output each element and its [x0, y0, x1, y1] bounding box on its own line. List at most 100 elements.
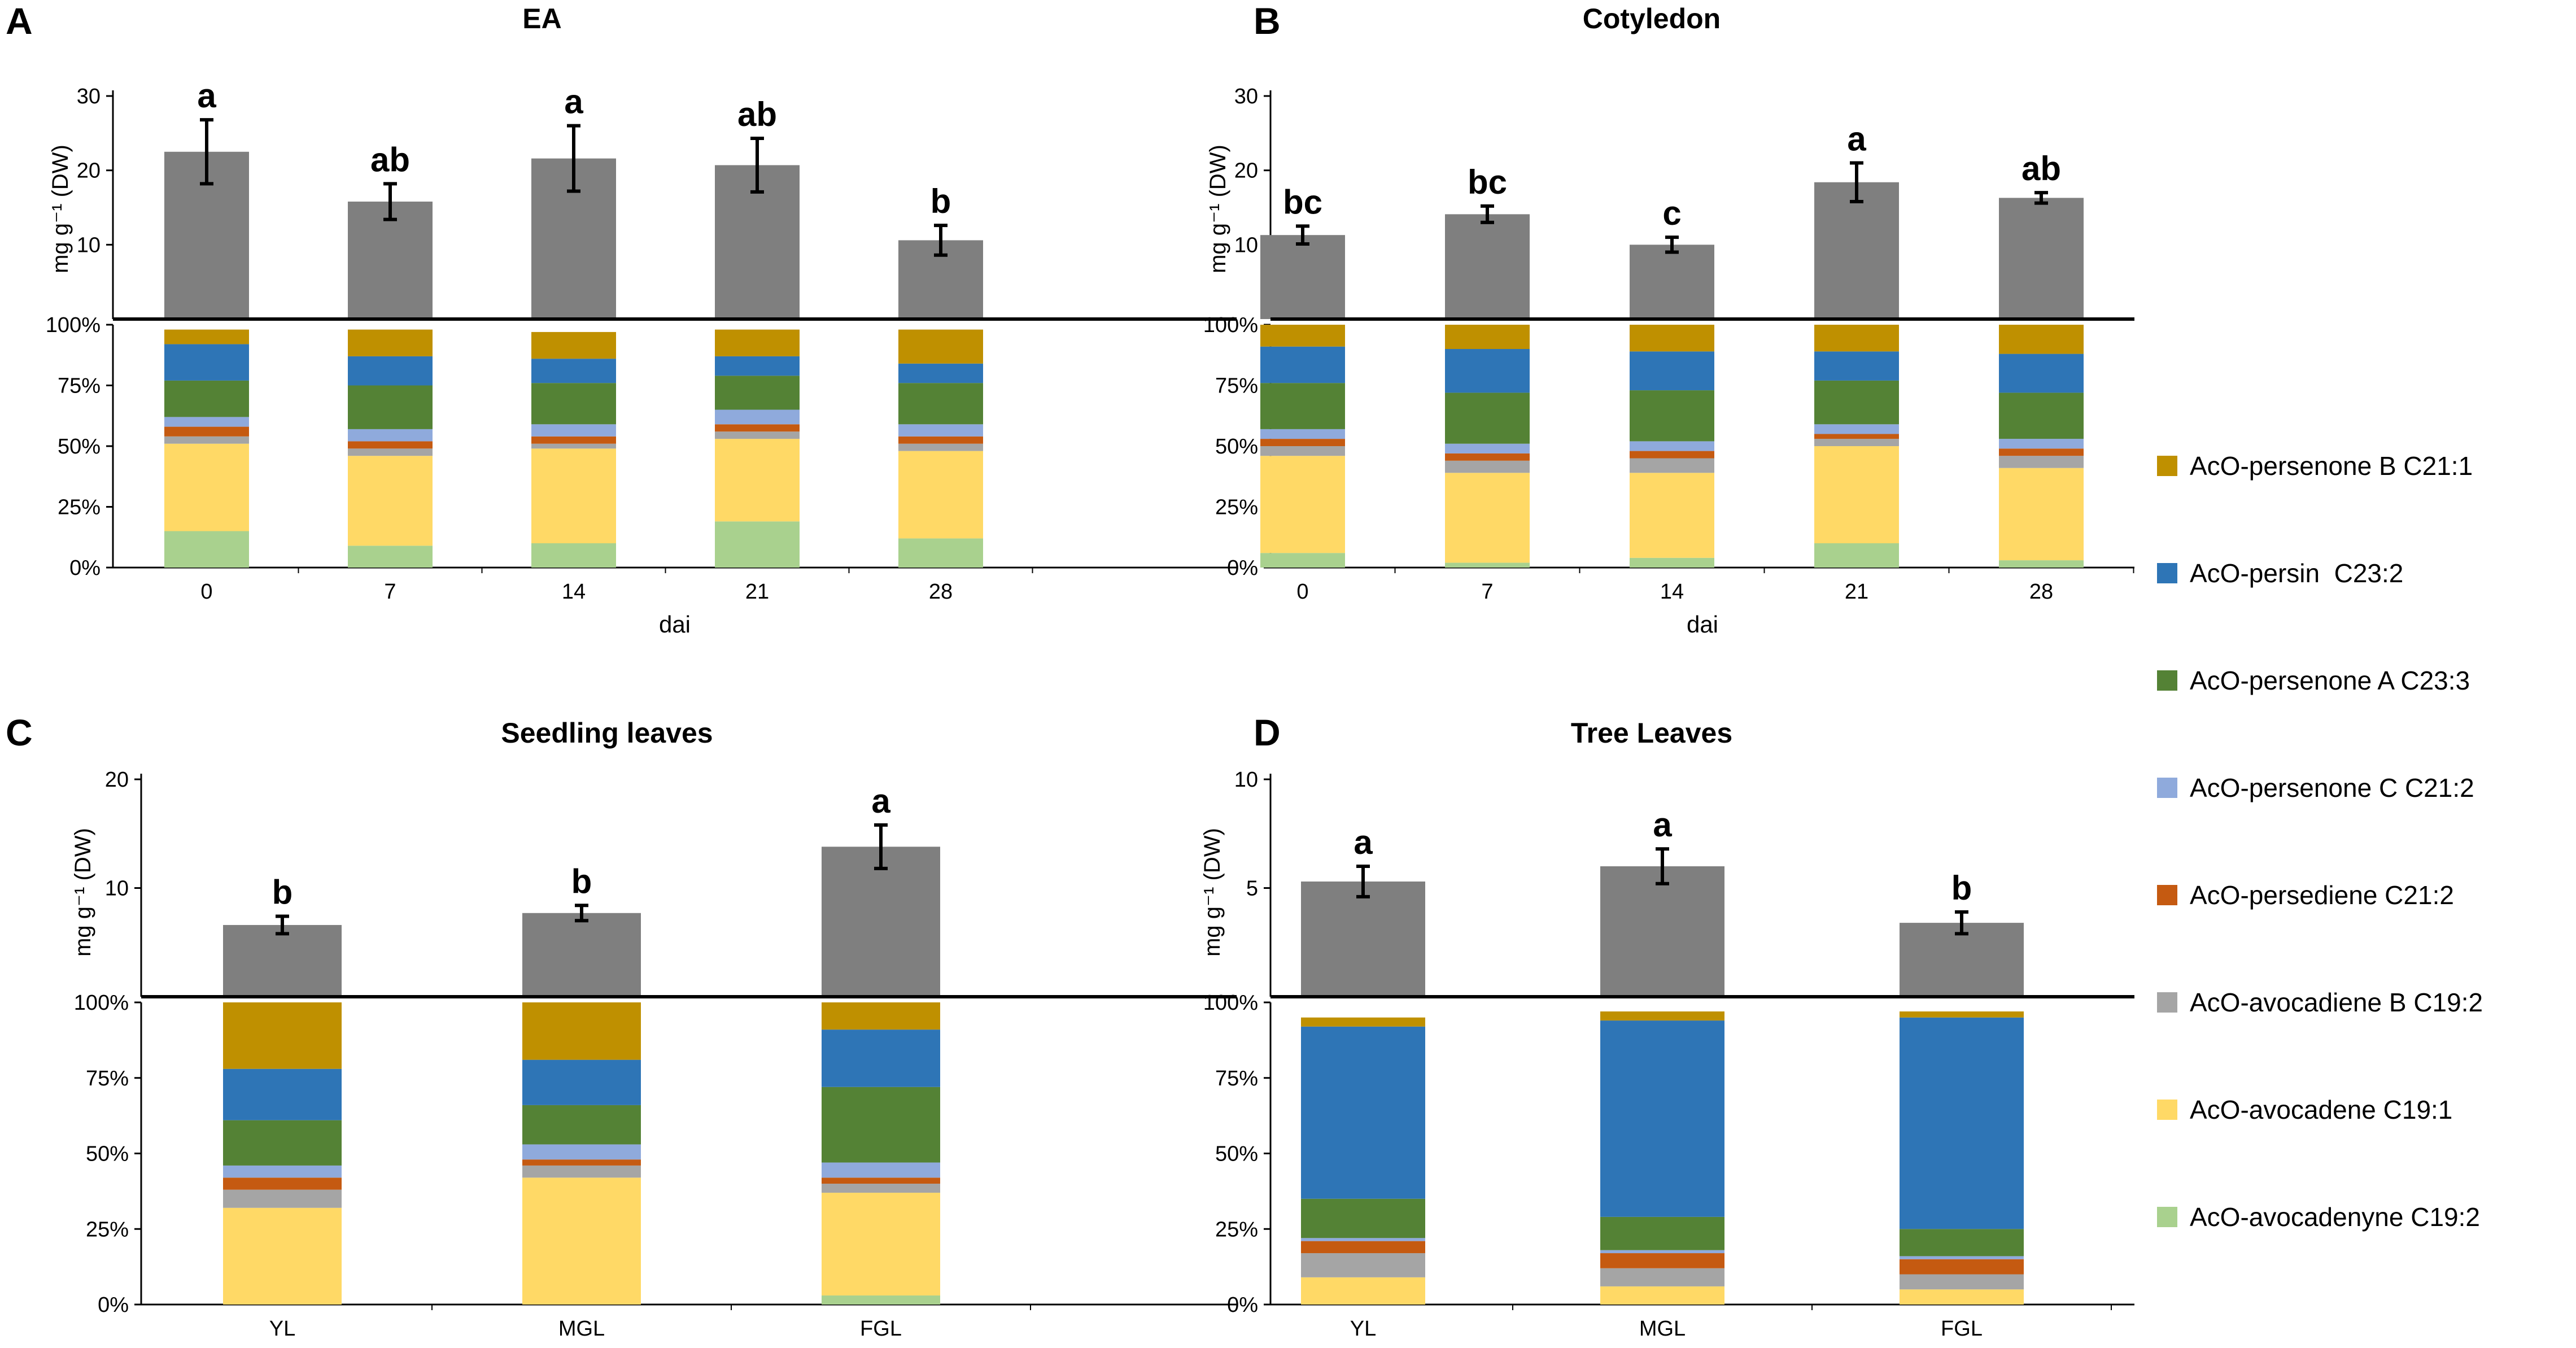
stack-segment	[1999, 560, 2084, 568]
stack-segment	[1900, 1274, 2024, 1290]
panel-letter: D	[1254, 712, 1281, 753]
y-tick-label: 20	[105, 768, 129, 792]
significance-letter: b	[272, 874, 293, 911]
significance-letter: b	[571, 862, 592, 900]
stack-segment	[1630, 351, 1714, 391]
pct-tick-label: 100%	[1203, 991, 1258, 1015]
panel-a: A EA 10 20 30 mg g⁻¹ (DW) a ab a ab b 0% 25% 50% 75% 10…	[6, 0, 1237, 638]
total-bar	[522, 913, 641, 997]
stack-segment	[1301, 1241, 1425, 1254]
pct-tick-label: 25%	[1215, 496, 1258, 520]
pct-tick-label: 50%	[1215, 1142, 1258, 1166]
x-tick-label: 7	[1481, 580, 1493, 604]
x-tick-label: 21	[745, 580, 769, 604]
stack-segment	[1900, 1229, 2024, 1257]
legend-swatch	[2157, 456, 2177, 476]
stack-segment	[1301, 1026, 1425, 1199]
stack-segment	[164, 531, 249, 568]
total-bar	[1630, 245, 1714, 319]
total-bar	[1301, 881, 1425, 997]
stack-segment	[1260, 325, 1345, 347]
pct-tick-label: 75%	[1215, 1067, 1258, 1090]
stack-segment	[522, 1165, 641, 1178]
legend-label: AcO-persenone A C23:3	[2190, 666, 2470, 695]
stack-segment	[531, 543, 616, 568]
significance-letter: a	[871, 782, 890, 820]
stack-segment	[522, 1002, 641, 1060]
pct-tick-label: 100%	[46, 313, 101, 337]
stack-segment	[1260, 456, 1345, 553]
pct-tick-label: 75%	[58, 374, 101, 398]
stack-segment	[715, 439, 800, 522]
stack-segment	[223, 1068, 342, 1120]
stack-segment	[898, 538, 983, 568]
significance-letter: a	[197, 77, 216, 115]
significance-letter: a	[1653, 806, 1672, 844]
panel-b: B Cotyledon 10 20 30 mg g⁻¹ (DW) bc bc c a ab 0% 25%…	[1203, 0, 2134, 638]
x-tick-label: MGL	[1639, 1317, 1686, 1341]
total-bar	[1999, 198, 2084, 319]
x-axis-label: dai	[659, 611, 691, 638]
stack-segment	[1600, 1253, 1724, 1268]
panel-letter: B	[1254, 0, 1281, 42]
stack-segment	[1445, 473, 1530, 563]
total-bar	[1814, 182, 1899, 319]
stack-segment	[1301, 1238, 1425, 1241]
stack-segment	[1260, 429, 1345, 439]
panel-d: D Tree Leaves 5 10 mg g⁻¹ (DW) a a b 0% 25% 50% 75%…	[1200, 712, 2134, 1341]
legend-swatch	[2157, 1100, 2177, 1120]
stack-segment	[1900, 1256, 2024, 1259]
legend: AcO-persenone B C21:1 AcO-persin C23:2 AcO…	[2157, 451, 2483, 1232]
stack-segment	[164, 380, 249, 417]
stack-segment	[1445, 460, 1530, 473]
stack-segment	[1445, 562, 1530, 568]
legend-swatch	[2157, 1207, 2177, 1227]
stack-segment	[1445, 453, 1530, 461]
y-tick-label: 20	[77, 159, 101, 183]
stack-segment	[715, 376, 800, 410]
stack-segment	[715, 356, 800, 376]
legend-label: AcO-persenone B C21:1	[2190, 451, 2473, 481]
pct-tick-label: 50%	[58, 435, 101, 459]
significance-letter: a	[1354, 823, 1373, 861]
x-tick-label: FGL	[860, 1317, 902, 1341]
stack-segment	[531, 383, 616, 425]
stack-segment	[822, 1162, 940, 1178]
stack-segment	[1999, 468, 2084, 561]
panel-title: Tree Leaves	[1571, 717, 1732, 749]
stack-segment	[898, 451, 983, 539]
legend-label: AcO-persin C23:2	[2190, 559, 2403, 588]
stack-segment	[348, 448, 433, 456]
stack-segment	[531, 443, 616, 449]
legend-label: AcO-persenone C C21:2	[2190, 773, 2474, 802]
x-tick-label: YL	[269, 1317, 295, 1341]
stack-segment	[898, 363, 983, 383]
stack-segment	[1814, 543, 1899, 568]
significance-letter: ab	[2021, 150, 2061, 187]
stack-segment	[1630, 473, 1714, 558]
legend-label: AcO-avocadenyne C19:2	[2190, 1202, 2480, 1232]
stack-segment	[898, 443, 983, 451]
stack-segment	[898, 383, 983, 425]
stack-segment	[531, 359, 616, 383]
stack-segment	[1814, 380, 1899, 425]
pct-tick-label: 75%	[86, 1067, 129, 1090]
significance-letter: a	[564, 83, 583, 121]
panel-title: Seedling leaves	[501, 717, 713, 749]
stack-segment	[348, 385, 433, 429]
stack-segment	[1814, 424, 1899, 434]
stack-segment	[223, 1165, 342, 1178]
pct-tick-label: 0%	[98, 1293, 129, 1317]
stack-segment	[1630, 390, 1714, 442]
stack-segment	[1600, 1020, 1724, 1217]
panel-letter: C	[6, 712, 33, 753]
legend-label: AcO-avocadiene B C19:2	[2190, 988, 2483, 1017]
stack-segment	[898, 436, 983, 444]
stack-segment	[1999, 456, 2084, 468]
stack-segment	[223, 1002, 342, 1069]
x-tick-label: 28	[2029, 580, 2053, 604]
stack-segment	[1814, 351, 1899, 381]
stack-segment	[348, 429, 433, 442]
stack-segment	[898, 329, 983, 364]
stack-segment	[1600, 1011, 1724, 1021]
